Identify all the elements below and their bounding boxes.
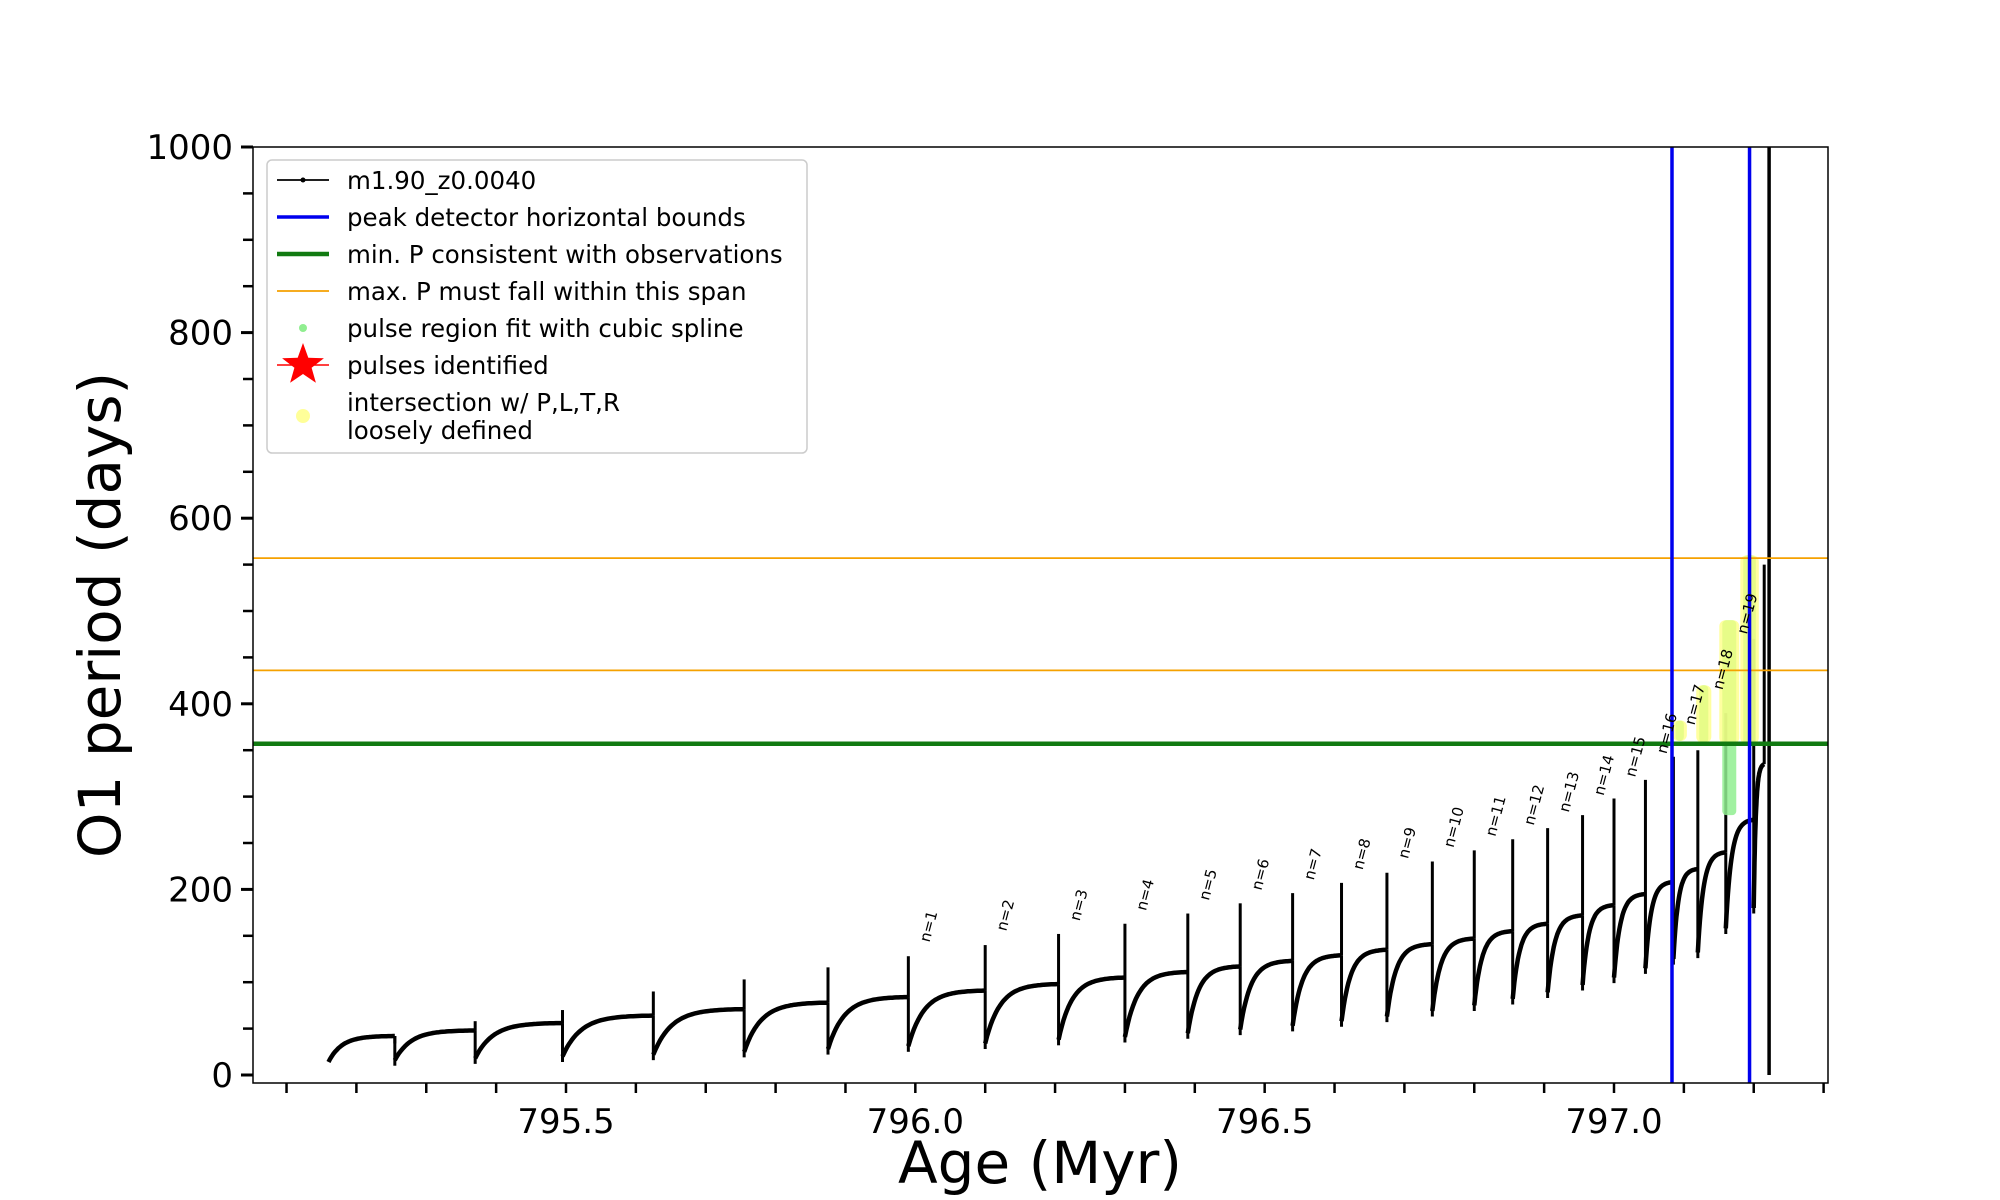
series-segment <box>1384 941 1434 1017</box>
series-segment <box>1339 947 1389 1022</box>
series-segment <box>1643 879 1675 969</box>
legend-swatch-dot <box>296 409 310 423</box>
pulse-number-label: n=12 <box>1520 783 1548 827</box>
pulse-number-label: n=4 <box>1132 877 1158 912</box>
series-segment <box>1122 969 1189 1038</box>
legend-entry-label: intersection w/ P,L,T,R <box>347 388 620 417</box>
x-tick-label: 796.5 <box>1216 1102 1313 1142</box>
y-tick-label: 600 <box>168 499 233 539</box>
series-segment <box>906 988 986 1047</box>
series-segment <box>326 1033 396 1064</box>
series-segment <box>1185 964 1242 1034</box>
pulse-number-label: n=6 <box>1248 857 1274 892</box>
series-segment <box>1237 958 1294 1030</box>
x-tick-label: 797.0 <box>1565 1102 1662 1142</box>
series-segment <box>1695 850 1728 953</box>
x-axis-title: Age (Myr) <box>898 1129 1182 1197</box>
legend-entry-label: max. P must fall within this span <box>347 277 747 306</box>
legend-entry-label: peak detector horizontal bounds <box>347 203 746 232</box>
legend-entry-label: pulse region fit with cubic spline <box>347 314 744 343</box>
x-tick-label: 796.0 <box>867 1102 964 1142</box>
pulse-number-label: n=14 <box>1590 753 1618 797</box>
series-segment <box>1671 866 1700 960</box>
y-tick-label: 800 <box>168 314 233 354</box>
legend-swatch-dot <box>299 324 307 332</box>
series-segment <box>1545 913 1584 993</box>
pulse-number-label: n=1 <box>916 909 942 944</box>
series-layer <box>326 147 1771 1075</box>
series-segment <box>1430 936 1476 1012</box>
series-segment <box>742 1000 829 1053</box>
series-segment <box>651 1006 745 1056</box>
x-tick-label: 795.5 <box>517 1102 614 1142</box>
pulse-number-label: n=11 <box>1482 794 1510 838</box>
annotation-layer <box>253 147 1828 1083</box>
series-segment <box>983 981 1059 1044</box>
legend-entry-label: m1.90_z0.0040 <box>347 166 536 195</box>
series-segment <box>473 1020 563 1060</box>
y-tick-label: 1000 <box>146 128 233 168</box>
pulse-number-label: n=13 <box>1555 770 1583 814</box>
pulse-number-label: n=7 <box>1300 847 1326 882</box>
axes-layer: 0 200 400 600 800 1000 795.5 796.0 796.5 797.0 <box>146 128 1825 1142</box>
legend-entry-label: min. P consistent with observations <box>347 240 783 269</box>
y-tick-label: 400 <box>168 685 233 725</box>
series-segment <box>1290 953 1343 1027</box>
intersection-region <box>1696 685 1712 743</box>
plot-frame <box>252 146 1829 1084</box>
pulse-number-label: n=10 <box>1440 805 1468 849</box>
legend-entry-label: pulses identified <box>347 351 549 380</box>
pulse-number-label: n=9 <box>1394 825 1420 860</box>
legend-entry-label: loosely defined <box>347 416 533 445</box>
pulse-number-label: n=8 <box>1349 836 1375 871</box>
legend-swatch-marker <box>300 177 306 183</box>
series-segment <box>1580 902 1616 986</box>
pulse-number-label: n=15 <box>1621 734 1649 778</box>
intersection-region <box>1719 620 1740 744</box>
series-segment <box>825 994 909 1050</box>
y-tick-label: 0 <box>211 1056 233 1096</box>
star-icon <box>282 343 324 383</box>
series-segment <box>392 1028 476 1062</box>
series-segment <box>1056 975 1126 1041</box>
pulse-number-label: n=5 <box>1195 867 1221 902</box>
y-axis-title: O1 period (days) <box>66 372 134 858</box>
series-segment <box>1510 921 1550 1000</box>
series-segment <box>1611 891 1647 978</box>
legend-box <box>266 159 808 454</box>
y-tick-label: 200 <box>168 870 233 910</box>
series-segment <box>1472 928 1514 1006</box>
series-segment <box>560 1013 654 1058</box>
pulse-label-layer: n=1 n=2 n=3 n=4 n=5 n=6 n=7 n=8 n=9 n=10 n=11 n=12 n… <box>916 591 1761 944</box>
pulse-number-label: n=3 <box>1066 887 1092 922</box>
pulse-number-label: n=2 <box>993 898 1019 933</box>
intersection-region <box>1672 720 1687 741</box>
series-segment <box>1751 761 1767 909</box>
